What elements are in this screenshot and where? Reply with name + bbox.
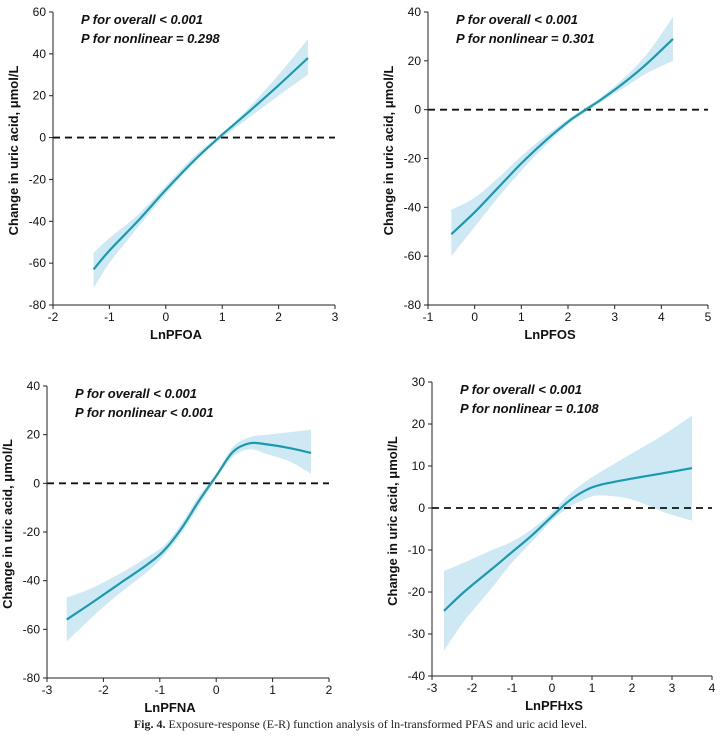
x-tick-label: -3: [427, 681, 438, 695]
chart-panel-2: -80 -60 -40 -20 0 20 40 -1 0 1 2 3 4 5 LnPFOS Change in…: [381, 5, 712, 342]
x-tick-label: -1: [104, 310, 115, 324]
y-tick-label: 10: [412, 459, 426, 473]
y-tick-label: 30: [412, 375, 426, 389]
figure-caption: Fig. 4. Exposure-response (E-R) function…: [0, 717, 721, 732]
x-tick-label: -1: [507, 681, 518, 695]
y-tick-label: 40: [408, 5, 422, 19]
y-axis-label: Change in uric acid, μmol/L: [385, 436, 400, 606]
caption-label: Fig. 4.: [133, 717, 166, 731]
y-tick-label: 20: [33, 89, 47, 103]
y-tick-label: 20: [412, 417, 426, 431]
y-axis-label: Change in uric acid, μmol/L: [6, 66, 21, 236]
x-tick-label: 4: [658, 310, 665, 324]
x-axis-label: LnPFHxS: [525, 698, 583, 713]
x-tick-label: 0: [549, 681, 556, 695]
p-nonlinear-annotation: P for nonlinear < 0.001: [75, 405, 214, 420]
x-tick-label: -2: [467, 681, 478, 695]
p-overall-annotation: P for overall < 0.001: [456, 12, 578, 27]
y-tick-label: -20: [29, 172, 47, 186]
p-overall-annotation: P for overall < 0.001: [75, 386, 197, 401]
y-tick-label: 20: [27, 428, 41, 442]
x-tick-label: 2: [275, 310, 282, 324]
y-tick-label: -40: [29, 214, 47, 228]
series-line: [66, 441, 312, 621]
x-tick-label: -1: [423, 310, 434, 324]
y-tick-label: -40: [408, 669, 426, 683]
chart-panel-3: -80 -60 -40 -20 0 20 40 -3 -2 -1 0 1 2 LnPFNA Change i…: [0, 379, 333, 715]
y-tick-label: 60: [33, 5, 47, 19]
x-tick-label: -2: [48, 310, 59, 324]
confidence-band: [444, 415, 692, 651]
y-tick-label: 40: [27, 379, 41, 393]
confidence-band: [451, 16, 673, 257]
x-axis-label: LnPFNA: [144, 700, 196, 715]
y-tick-label: -10: [408, 543, 426, 557]
x-tick-label: 2: [326, 683, 333, 697]
series-line: [443, 467, 693, 612]
chart-panel-1: -80 -60 -40 -20 0 20 40 60 -2 -1 0 1 2 3 LnPFOA Change …: [6, 5, 339, 342]
series-line: [92, 57, 309, 271]
y-tick-label: -60: [23, 622, 41, 636]
y-tick-label: -20: [404, 152, 422, 166]
y-tick-label: 0: [414, 103, 421, 117]
x-tick-label: 5: [705, 310, 712, 324]
y-tick-label: -30: [408, 627, 426, 641]
y-tick-label: 0: [418, 501, 425, 515]
x-tick-label: 3: [611, 310, 618, 324]
p-nonlinear-annotation: P for nonlinear = 0.108: [460, 401, 599, 416]
y-tick-label: -60: [29, 256, 47, 270]
y-tick-label: 20: [408, 54, 422, 68]
x-tick-label: -3: [42, 683, 53, 697]
y-tick-label: 0: [39, 131, 46, 145]
y-axis-label: Change in uric acid, μmol/L: [381, 66, 396, 236]
y-tick-label: 40: [33, 47, 47, 61]
x-tick-label: -1: [154, 683, 165, 697]
p-nonlinear-annotation: P for nonlinear = 0.301: [456, 31, 595, 46]
x-tick-label: 0: [162, 310, 169, 324]
y-tick-label: -40: [23, 574, 41, 588]
p-overall-annotation: P for overall < 0.001: [81, 12, 203, 27]
x-tick-label: 3: [669, 681, 676, 695]
p-overall-annotation: P for overall < 0.001: [460, 382, 582, 397]
confidence-band: [66, 429, 311, 642]
x-tick-label: 1: [269, 683, 276, 697]
x-axis-label: LnPFOS: [524, 327, 576, 342]
x-tick-label: 0: [471, 310, 478, 324]
x-tick-label: 2: [629, 681, 636, 695]
y-tick-label: -20: [408, 585, 426, 599]
series-line: [450, 38, 674, 235]
y-tick-label: -20: [23, 525, 41, 539]
x-tick-label: 4: [709, 681, 716, 695]
y-axis-label: Change in uric acid, μmol/L: [0, 439, 15, 609]
x-tick-label: 0: [213, 683, 220, 697]
y-tick-label: -80: [404, 298, 422, 312]
x-tick-label: 1: [219, 310, 226, 324]
x-tick-label: 2: [565, 310, 572, 324]
y-tick-label: 0: [33, 476, 40, 490]
x-tick-label: 1: [589, 681, 596, 695]
y-tick-label: -60: [404, 249, 422, 263]
x-axis-label: LnPFOA: [150, 327, 203, 342]
y-tick-label: -40: [404, 200, 422, 214]
x-tick-label: 1: [518, 310, 525, 324]
y-tick-label: -80: [29, 298, 47, 312]
x-tick-label: -2: [98, 683, 109, 697]
confidence-band: [93, 39, 308, 289]
p-nonlinear-annotation: P for nonlinear = 0.298: [81, 31, 220, 46]
y-tick-label: -80: [23, 671, 41, 685]
x-tick-label: 3: [332, 310, 339, 324]
caption-text: Exposure-response (E-R) function analysi…: [168, 717, 588, 731]
